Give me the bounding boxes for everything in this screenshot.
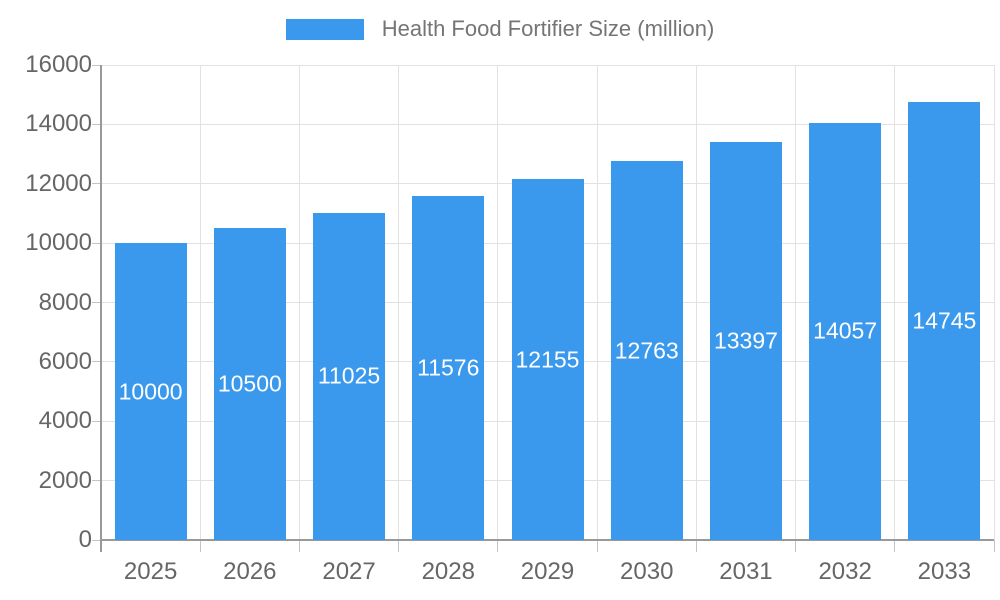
x-axis-tick	[497, 540, 499, 552]
x-gridline	[596, 65, 598, 540]
x-axis-tick-label: 2030	[620, 558, 674, 585]
bar-2029[interactable]	[511, 179, 584, 540]
y-gridline	[101, 64, 994, 66]
x-axis-tick-label: 2027	[322, 558, 376, 585]
x-axis-tick-label: 2032	[818, 558, 872, 585]
y-axis-line	[100, 65, 102, 552]
y-axis-tick-label: 10000	[25, 229, 92, 257]
x-axis-tick	[398, 540, 400, 552]
x-axis-tick	[795, 540, 797, 552]
y-axis-tick-label: 14000	[25, 110, 92, 138]
x-axis-tick-label: 2028	[421, 558, 475, 585]
y-axis-tick-label: 4000	[38, 407, 92, 435]
x-gridline	[398, 65, 400, 540]
x-axis-tick	[993, 540, 995, 552]
x-axis-tick	[695, 540, 697, 552]
x-gridline	[298, 65, 300, 540]
bar-2033[interactable]	[908, 102, 981, 540]
x-gridline	[993, 65, 995, 540]
y-axis-tick	[92, 302, 101, 303]
x-gridline	[497, 65, 499, 540]
y-axis-tick	[92, 420, 101, 422]
bar-2031[interactable]	[709, 142, 782, 540]
x-axis-tick	[596, 540, 598, 552]
y-axis-tick-label: 6000	[38, 347, 92, 375]
bar-2026[interactable]	[213, 228, 286, 540]
y-axis-tick	[92, 480, 101, 482]
y-axis-tick	[92, 361, 101, 363]
x-axis-tick-label: 2025	[123, 558, 178, 585]
bar-2030[interactable]	[610, 161, 683, 540]
y-axis-tick-label: 16000	[25, 51, 92, 78]
x-axis-tick-label: 2029	[520, 558, 575, 585]
bar-2032[interactable]	[809, 122, 882, 540]
y-axis-tick-label: 2000	[38, 466, 92, 494]
x-axis-tick-label: 2026	[223, 558, 277, 585]
x-axis-tick	[199, 540, 201, 552]
y-axis-tick	[92, 242, 101, 244]
legend[interactable]: Health Food Fortifier Size (million)	[0, 18, 1000, 40]
x-axis-tick	[298, 540, 300, 552]
y-axis-tick	[92, 539, 101, 541]
y-axis-tick	[92, 123, 101, 125]
legend-swatch-icon	[285, 18, 364, 40]
x-axis-line	[100, 539, 994, 541]
x-axis-tick-label: 2031	[719, 558, 773, 585]
y-gridline	[101, 123, 994, 125]
bar-2027[interactable]	[313, 212, 386, 540]
y-axis-tick-label: 12000	[25, 169, 92, 197]
x-gridline	[695, 65, 697, 540]
y-axis-tick	[92, 64, 101, 66]
y-axis-tick-label: 0	[78, 526, 92, 553]
bar-2028[interactable]	[412, 196, 485, 540]
x-axis-tick-label: 2033	[917, 558, 972, 585]
bar-2025[interactable]	[114, 243, 187, 540]
x-gridline	[199, 65, 201, 540]
x-gridline	[894, 65, 896, 540]
x-axis-tick	[894, 540, 896, 552]
x-gridline	[795, 65, 797, 540]
y-axis-tick	[92, 183, 101, 185]
y-axis-tick-label: 8000	[38, 288, 92, 316]
legend-label: Health Food Fortifier Size (million)	[381, 16, 715, 41]
